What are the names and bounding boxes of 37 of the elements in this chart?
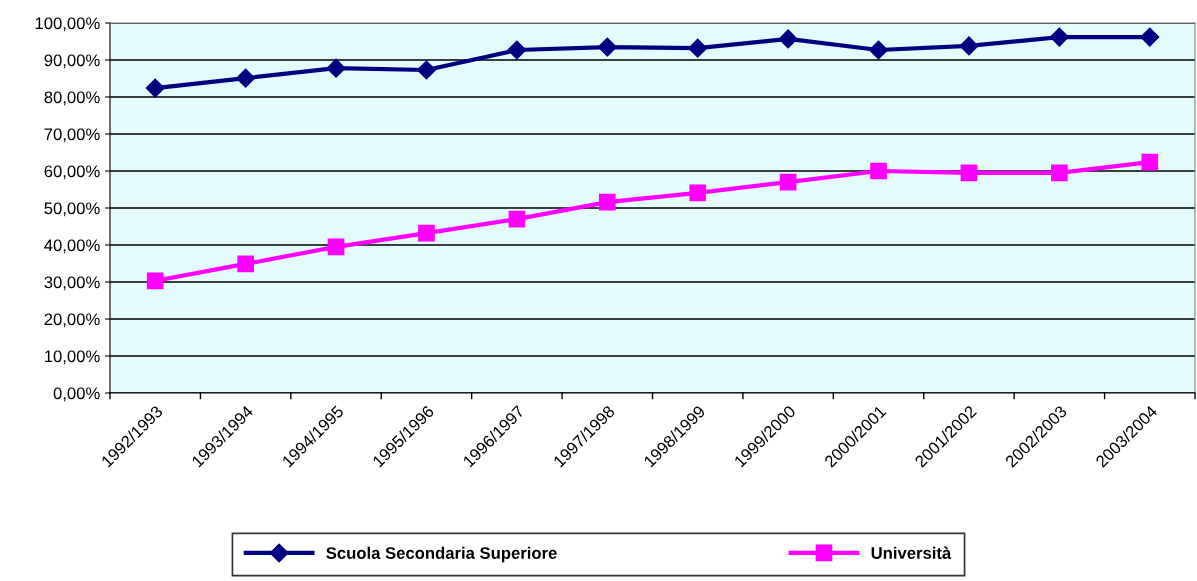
y-tick-label: 40,00% [44,239,100,254]
y-tick-label: 30,00% [44,276,100,291]
y-tick-label: 0,00% [53,387,100,402]
point [327,238,345,256]
point [960,164,978,182]
y-tick-label: 80,00% [44,91,100,106]
point [869,40,889,60]
y-tick-label: 50,00% [44,202,100,217]
point [1051,164,1068,182]
point [1049,27,1069,47]
y-tick-label: 70,00% [44,128,100,143]
point [779,173,797,191]
y-tick-label: 90,00% [44,54,100,69]
point [145,78,165,98]
point [598,193,616,211]
legend-label: Scuola Secondaria Superiore [326,546,557,563]
legend-label: Università [871,546,952,559]
point [959,36,979,56]
point [416,60,436,80]
point [508,210,526,228]
point [688,38,708,58]
point [236,68,256,88]
point [237,255,254,273]
point [689,184,707,202]
point [870,162,887,180]
y-tick-label: 100,00% [35,17,100,32]
point [326,58,346,78]
point [1140,27,1160,47]
y-tick-label: 20,00% [44,313,100,328]
y-tick-label: 60,00% [44,165,100,180]
point [597,37,617,57]
y-tick-label: 10,00% [45,350,100,365]
point [146,272,164,290]
point [778,29,798,49]
point [507,40,527,60]
point [418,224,435,242]
point [1141,153,1159,171]
